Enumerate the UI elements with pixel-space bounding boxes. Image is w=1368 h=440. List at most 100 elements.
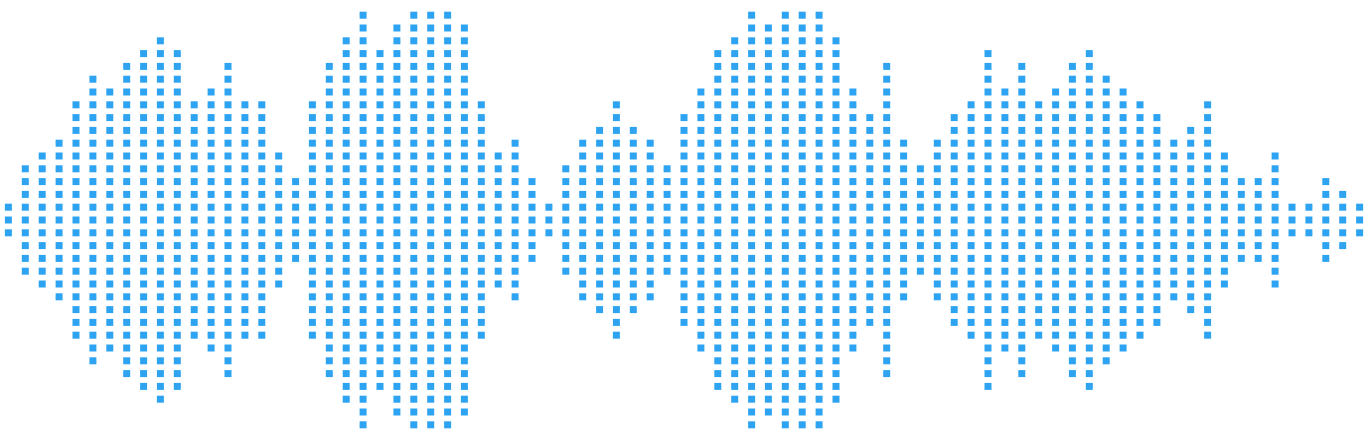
waveform-dot bbox=[325, 331, 333, 339]
waveform-dot bbox=[748, 101, 756, 109]
waveform-dot bbox=[359, 370, 367, 378]
waveform-dot bbox=[173, 165, 181, 173]
waveform-dot bbox=[900, 229, 908, 237]
waveform-dot bbox=[460, 216, 468, 224]
waveform-dot bbox=[1052, 254, 1060, 262]
waveform-dot bbox=[1085, 203, 1093, 211]
waveform-dot bbox=[680, 216, 688, 224]
waveform-dot bbox=[393, 88, 401, 96]
waveform-dot bbox=[1068, 331, 1076, 339]
waveform-dot bbox=[460, 242, 468, 250]
waveform-dot bbox=[89, 216, 97, 224]
waveform-dot bbox=[106, 88, 114, 96]
waveform-column bbox=[106, 88, 114, 352]
waveform-dot bbox=[714, 75, 722, 83]
waveform-dot bbox=[21, 229, 29, 237]
waveform-dot bbox=[1018, 267, 1026, 275]
waveform-dot bbox=[376, 267, 384, 275]
waveform-dot bbox=[832, 37, 840, 45]
waveform-dot bbox=[1136, 101, 1144, 109]
waveform-column bbox=[376, 50, 384, 390]
waveform-dot bbox=[1187, 165, 1195, 173]
waveform-dot bbox=[714, 370, 722, 378]
waveform-dot bbox=[511, 216, 519, 224]
waveform-dot bbox=[1170, 242, 1178, 250]
waveform-dot bbox=[697, 344, 705, 352]
waveform-dot bbox=[460, 408, 468, 416]
waveform-dot bbox=[1237, 178, 1245, 186]
waveform-dot bbox=[629, 293, 637, 301]
waveform-dot bbox=[849, 254, 857, 262]
waveform-dot bbox=[156, 280, 164, 288]
waveform-dot bbox=[680, 280, 688, 288]
waveform-dot bbox=[359, 267, 367, 275]
waveform-dot bbox=[72, 139, 80, 147]
waveform-dot bbox=[477, 139, 485, 147]
waveform-dot bbox=[798, 165, 806, 173]
waveform-dot bbox=[325, 216, 333, 224]
waveform-dot bbox=[1119, 203, 1127, 211]
waveform-dot bbox=[1068, 152, 1076, 160]
waveform-dot bbox=[1068, 216, 1076, 224]
waveform-dot bbox=[1187, 178, 1195, 186]
waveform-dot bbox=[798, 344, 806, 352]
waveform-dot bbox=[1001, 242, 1009, 250]
waveform-dot bbox=[258, 101, 266, 109]
waveform-dot bbox=[292, 229, 300, 237]
waveform-dot bbox=[156, 318, 164, 326]
waveform-dot bbox=[207, 126, 215, 134]
waveform-dot bbox=[849, 178, 857, 186]
waveform-dot bbox=[950, 203, 958, 211]
waveform-dot bbox=[258, 165, 266, 173]
waveform-dot bbox=[967, 306, 975, 314]
waveform-dot bbox=[427, 11, 435, 19]
waveform-dot bbox=[748, 216, 756, 224]
waveform-dot bbox=[646, 229, 654, 237]
waveform-dot bbox=[156, 114, 164, 122]
waveform-dot bbox=[123, 293, 131, 301]
waveform-dot bbox=[714, 254, 722, 262]
waveform-dot bbox=[849, 318, 857, 326]
waveform-dot bbox=[714, 114, 722, 122]
waveform-dot bbox=[410, 306, 418, 314]
waveform-dot bbox=[748, 242, 756, 250]
waveform-dot bbox=[933, 165, 941, 173]
waveform-dot bbox=[1035, 216, 1043, 224]
waveform-dot bbox=[173, 178, 181, 186]
waveform-dot bbox=[1068, 229, 1076, 237]
waveform-dot bbox=[1136, 280, 1144, 288]
waveform-dot bbox=[190, 152, 198, 160]
waveform-dot bbox=[815, 152, 823, 160]
waveform-dot bbox=[325, 62, 333, 70]
waveform-dot bbox=[173, 254, 181, 262]
waveform-dot bbox=[511, 293, 519, 301]
waveform-dot bbox=[866, 139, 874, 147]
waveform-dot bbox=[410, 293, 418, 301]
waveform-dot bbox=[984, 293, 992, 301]
waveform-dot bbox=[173, 357, 181, 365]
waveform-dot bbox=[55, 216, 63, 224]
waveform-dot bbox=[781, 395, 789, 403]
waveform-dot bbox=[612, 267, 620, 275]
waveform-dot bbox=[714, 101, 722, 109]
waveform-column bbox=[308, 101, 316, 339]
waveform-dot bbox=[427, 216, 435, 224]
waveform-dot bbox=[241, 216, 249, 224]
waveform-dot bbox=[106, 229, 114, 237]
waveform-dot bbox=[1204, 165, 1212, 173]
waveform-dot bbox=[798, 75, 806, 83]
waveform-column bbox=[916, 165, 924, 275]
waveform-dot bbox=[376, 280, 384, 288]
waveform-dot bbox=[714, 190, 722, 198]
waveform-dot bbox=[967, 114, 975, 122]
waveform-dot bbox=[342, 75, 350, 83]
waveform-dot bbox=[883, 152, 891, 160]
waveform-dot bbox=[156, 242, 164, 250]
waveform-dot bbox=[511, 229, 519, 237]
waveform-dot bbox=[815, 395, 823, 403]
waveform-dot bbox=[410, 11, 418, 19]
waveform-dot bbox=[900, 190, 908, 198]
waveform-dot bbox=[1254, 216, 1262, 224]
waveform-dot bbox=[1052, 331, 1060, 339]
waveform-dot bbox=[748, 24, 756, 32]
